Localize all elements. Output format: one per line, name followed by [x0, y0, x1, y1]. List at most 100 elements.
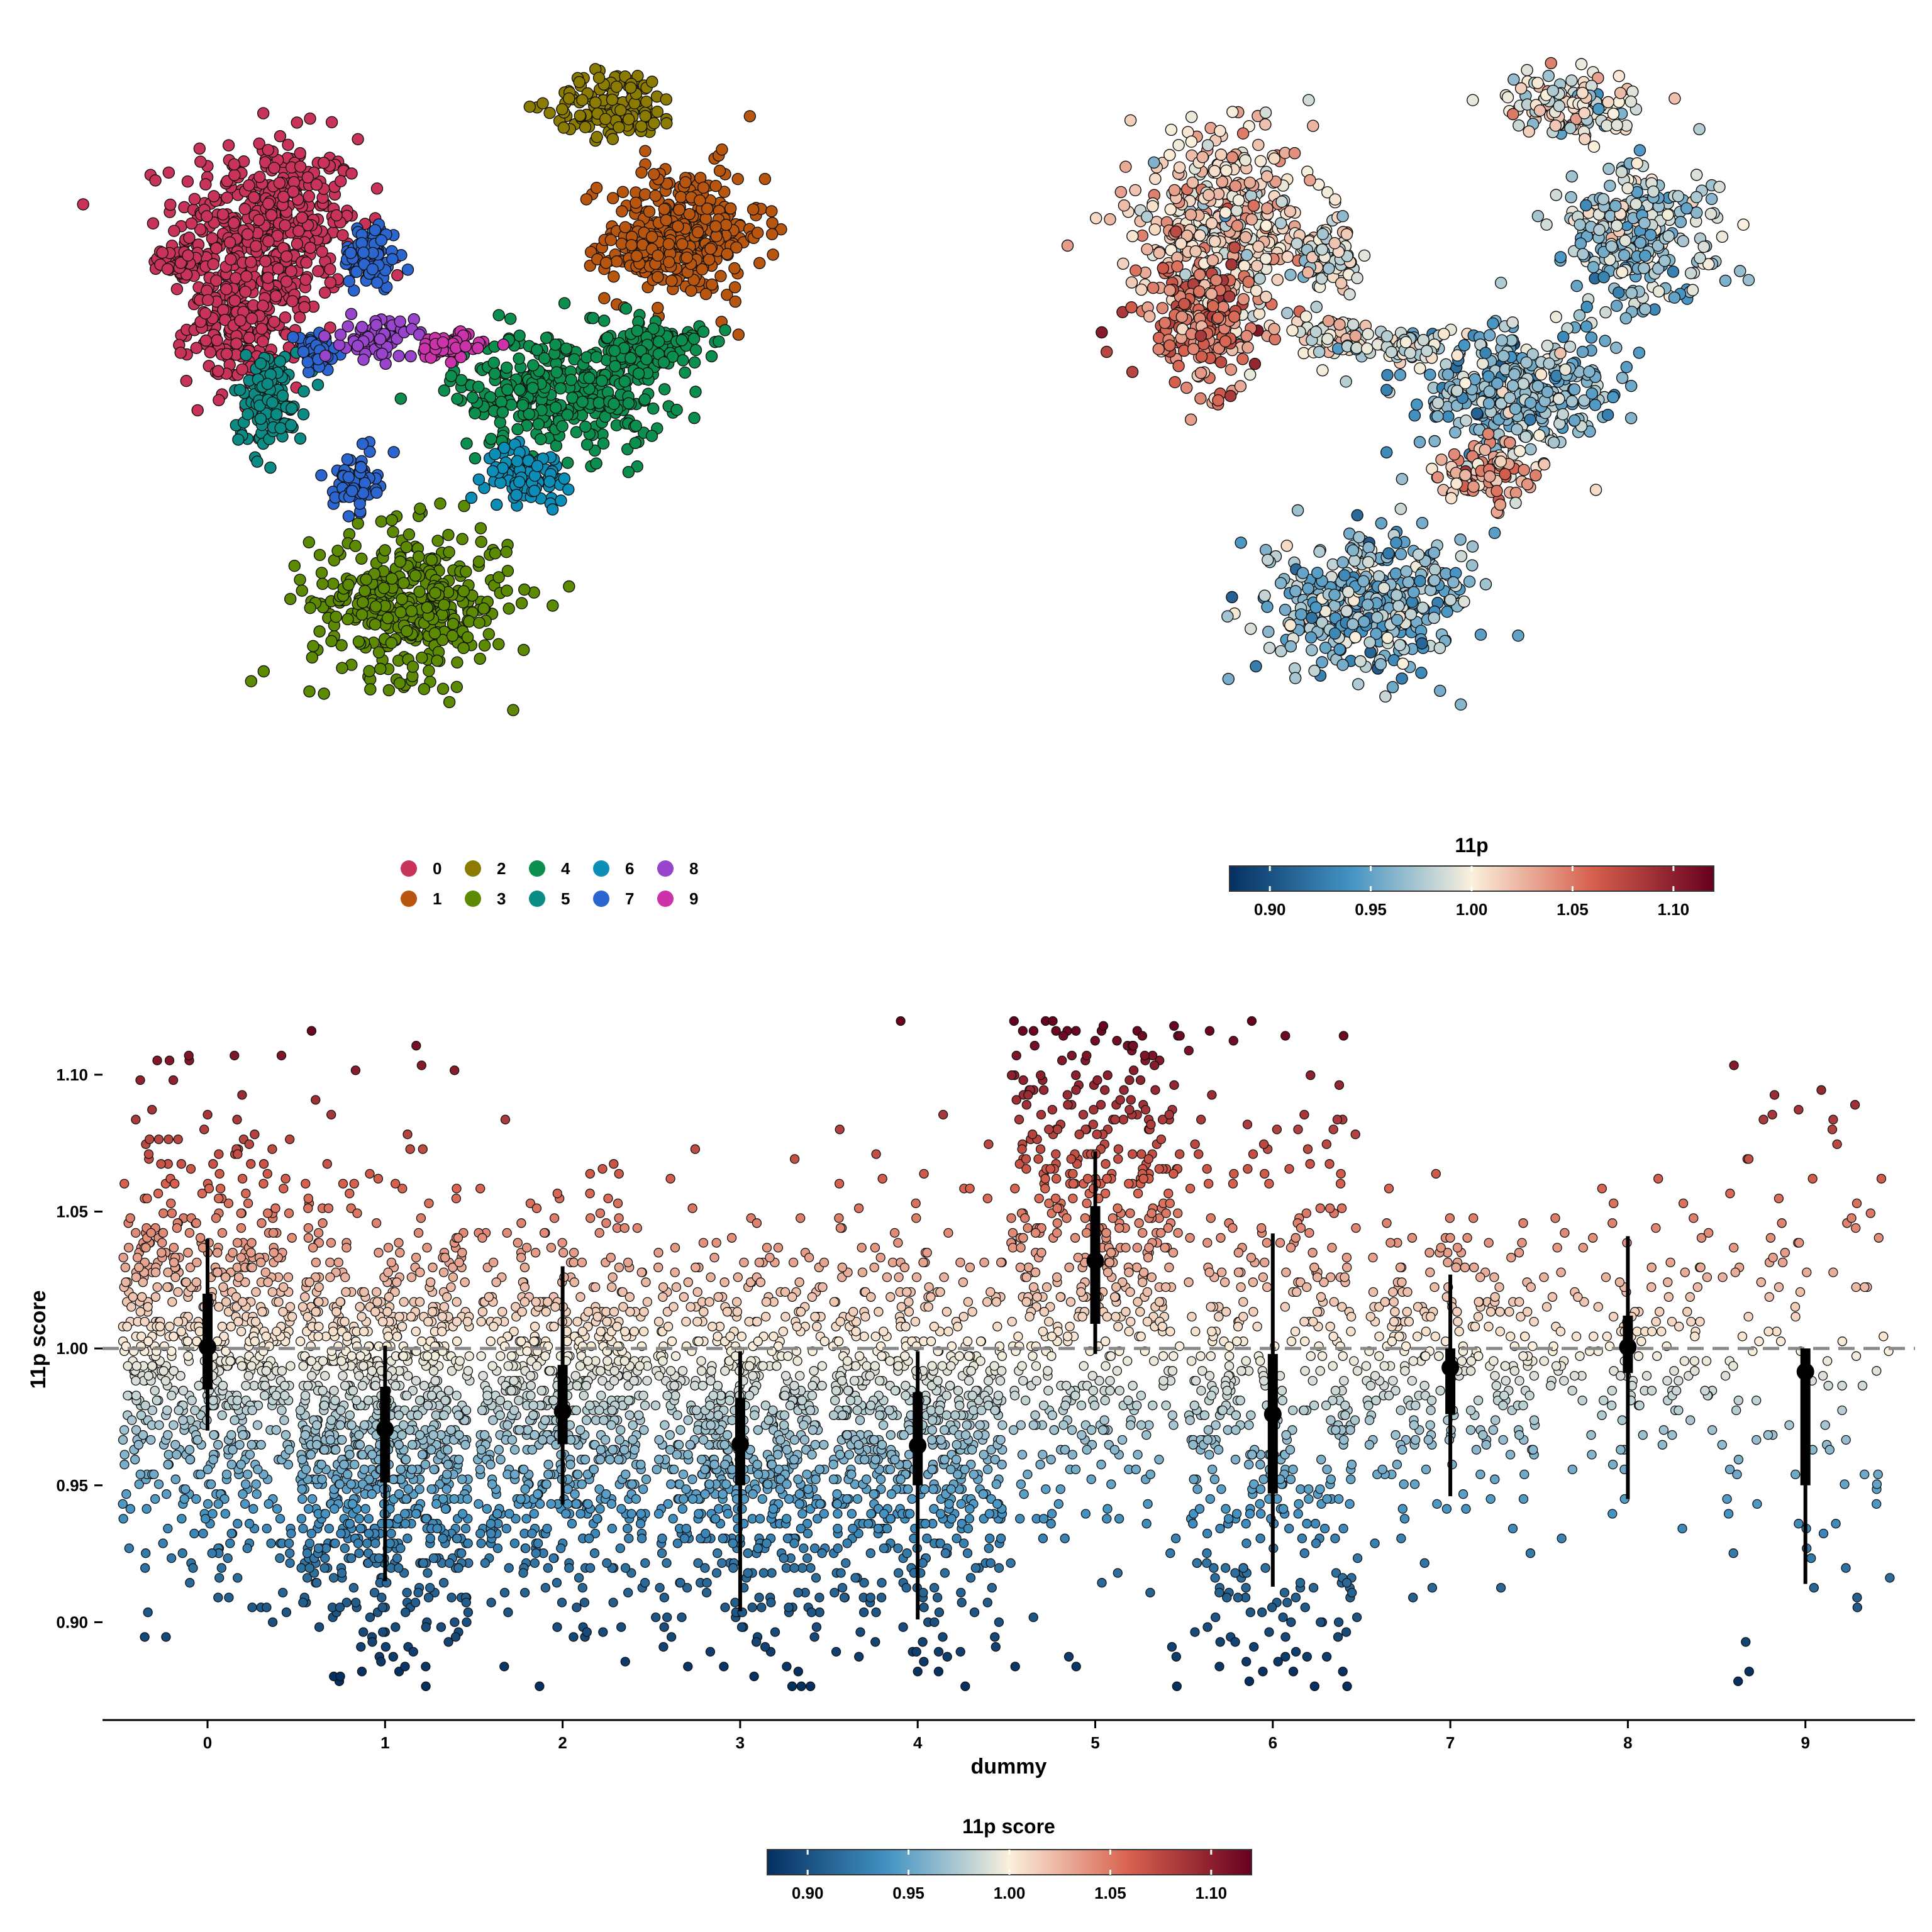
jitter-point — [262, 1602, 272, 1613]
umap-score-point — [1496, 334, 1508, 347]
umap-score-point — [1206, 300, 1219, 313]
umap-point — [652, 249, 664, 262]
umap-point — [675, 334, 688, 347]
umap-score-point — [1460, 414, 1472, 427]
umap-score-point — [1633, 347, 1646, 359]
jitter-point — [244, 1139, 254, 1150]
umap-score-point — [1286, 324, 1299, 337]
umap-score-point — [1506, 316, 1519, 329]
umap-score-group — [1221, 473, 1524, 711]
umap-score-point — [1304, 174, 1316, 187]
umap-score-point — [1358, 615, 1370, 628]
umap-point — [245, 256, 257, 269]
umap-point — [381, 612, 394, 625]
umap-point — [477, 602, 490, 615]
umap-point — [647, 402, 660, 415]
umap-point — [510, 489, 523, 501]
jitter-point — [213, 1592, 223, 1602]
umap-point — [358, 477, 371, 489]
umap-score-point — [1580, 199, 1592, 212]
umap-point — [254, 357, 267, 370]
umap-score-point — [1568, 383, 1581, 396]
umap-score-point — [1583, 365, 1596, 378]
umap-score-point — [1149, 172, 1162, 186]
umap-score-point — [1742, 274, 1755, 286]
umap-score-point — [1587, 261, 1600, 274]
umap-score-point — [1130, 264, 1142, 277]
umap-score-point — [1416, 637, 1428, 650]
umap-score-point — [1517, 377, 1530, 390]
umap-point — [324, 263, 336, 275]
legend-item-cluster-9: 9 — [657, 889, 698, 908]
jitter-point — [119, 1450, 130, 1460]
umap-point — [336, 229, 349, 242]
umap-score-point — [1219, 206, 1232, 219]
umap-point — [635, 120, 648, 133]
umap-score-point — [1667, 265, 1680, 278]
umap-point — [592, 71, 606, 84]
umap-score-point — [1299, 310, 1313, 323]
jitter-point — [278, 1587, 288, 1598]
umap-score-group — [1426, 428, 1551, 519]
umap-point — [413, 586, 426, 598]
umap-point — [357, 247, 370, 259]
umap-point — [294, 574, 306, 586]
umap-point — [580, 193, 593, 206]
umap-score-point — [1543, 357, 1555, 370]
legend-item-cluster-1: 1 — [401, 889, 441, 908]
umap-point — [262, 197, 275, 210]
umap-score-point — [1455, 550, 1468, 563]
umap-point — [344, 247, 357, 259]
umap-score-point — [1382, 547, 1395, 560]
umap-point — [563, 580, 575, 593]
umap-point — [705, 350, 718, 363]
umap-point — [494, 416, 506, 429]
umap-score-point — [1396, 473, 1409, 486]
umap-point — [431, 535, 444, 547]
umap-point — [286, 402, 298, 414]
legend-label-9: 9 — [689, 889, 698, 908]
jitter-point — [241, 1380, 251, 1391]
umap-score-point — [1506, 108, 1519, 121]
umap-point — [402, 528, 416, 541]
umap-point — [562, 457, 574, 469]
umap-point — [460, 565, 472, 578]
umap-point — [394, 606, 407, 619]
umap-point — [600, 257, 613, 269]
umap-point — [330, 611, 342, 623]
jitter-point — [267, 1287, 277, 1297]
umap-score-point — [1260, 252, 1272, 265]
umap-score-point — [1186, 176, 1199, 189]
umap-score-point — [1258, 589, 1271, 602]
umap-point — [556, 103, 569, 116]
umap-score-point — [1381, 369, 1394, 382]
umap-point — [672, 220, 684, 233]
jitter-point — [167, 1297, 177, 1307]
umap-point — [375, 347, 389, 360]
umap-score-point — [1254, 155, 1267, 167]
umap-point — [526, 382, 539, 394]
umap-score-point — [1375, 517, 1388, 530]
umap-point — [670, 404, 683, 416]
umap-point — [557, 121, 570, 134]
umap-score-point — [1523, 125, 1535, 138]
umap-score-point — [1466, 540, 1479, 553]
umap-point — [658, 383, 671, 396]
umap-point — [298, 301, 311, 314]
umap-score-point — [1222, 672, 1235, 686]
umap-point — [619, 221, 631, 233]
umap-score-point — [1639, 303, 1652, 316]
umap-point — [765, 205, 778, 218]
umap-point — [729, 295, 741, 308]
umap-point — [604, 234, 617, 247]
umap-score-point — [1565, 395, 1579, 408]
umap-score-point — [1597, 193, 1610, 206]
umap-score-point — [1624, 412, 1638, 425]
umap-score-point — [1354, 655, 1367, 668]
umap-score-point — [1394, 638, 1406, 652]
umap-point — [220, 283, 233, 296]
umap-score-point — [1445, 492, 1458, 504]
umap-score-point — [1488, 526, 1501, 540]
umap-score-point — [1455, 698, 1467, 711]
umap-score-point — [1230, 204, 1243, 217]
